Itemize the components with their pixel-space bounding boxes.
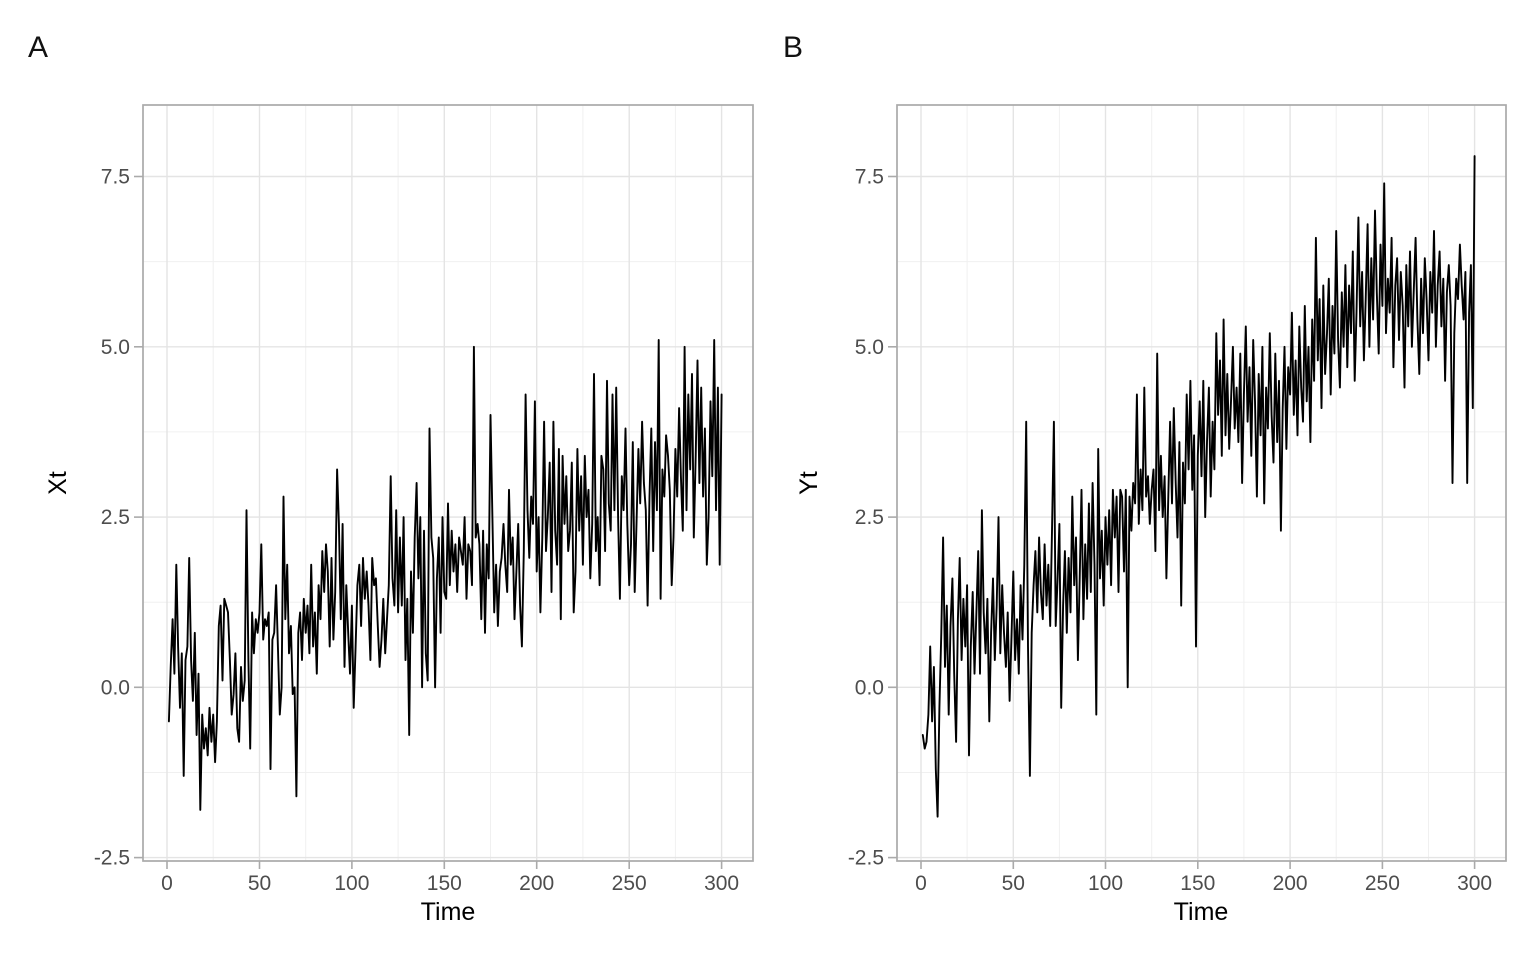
x-tick-label: 0 [161, 872, 173, 895]
x-tick-label: 0 [915, 872, 927, 895]
x-tick-label: 150 [427, 872, 462, 895]
panel-b-plot-area: 0 50 100 150 200 250 300 -2.5 0.0 2.5 5.0 7.5 [848, 104, 1507, 895]
series-line [167, 339, 723, 811]
x-tick-label: 100 [1088, 872, 1123, 895]
panel-b-label: B [783, 31, 803, 64]
panel-a-label: A [28, 31, 48, 64]
y-tick-label: 7.5 [101, 166, 130, 189]
panel-border [142, 104, 754, 862]
y-tick-label: 2.5 [101, 506, 130, 529]
panel-a-x-axis-title: Time [421, 898, 476, 926]
y-tick-label: 0.0 [855, 676, 884, 699]
series-line [921, 155, 1476, 818]
x-tick-label: 200 [519, 872, 554, 895]
x-tick-label: 50 [1002, 872, 1025, 895]
x-tick-label: 250 [1365, 872, 1400, 895]
panel-a-y-axis-title: Xt [44, 471, 72, 495]
x-tick-label: 150 [1180, 872, 1215, 895]
x-tick-label: 200 [1273, 872, 1308, 895]
panel-border [896, 104, 1507, 862]
panel-a-plot-area: 0 50 100 150 200 250 300 -2.5 0.0 2.5 5.0 7.5 [94, 104, 754, 895]
y-tick-label: -2.5 [94, 847, 130, 870]
panel-a: A 0 50 100 150 200 250 300-2.50.02.55.07.5 Xt … [28, 31, 754, 926]
y-tick-label: 5.0 [101, 336, 130, 359]
panel-b-x-axis-title: Time [1174, 898, 1229, 926]
y-tick-label: 7.5 [855, 166, 884, 189]
x-tick-label: 300 [1457, 872, 1492, 895]
panel-b: B 0 50 100 150 200 250 300-2.50.02.55.07.5 Yt … [783, 31, 1507, 926]
y-tick-label: 5.0 [855, 336, 884, 359]
panel-b-y-axis-title: Yt [795, 471, 823, 495]
x-tick-label: 300 [704, 872, 739, 895]
y-tick-label: 0.0 [101, 676, 130, 699]
y-tick-label: -2.5 [848, 847, 884, 870]
y-tick-label: 2.5 [855, 506, 884, 529]
x-tick-label: 50 [248, 872, 271, 895]
x-tick-label: 100 [334, 872, 369, 895]
x-tick-label: 250 [612, 872, 647, 895]
